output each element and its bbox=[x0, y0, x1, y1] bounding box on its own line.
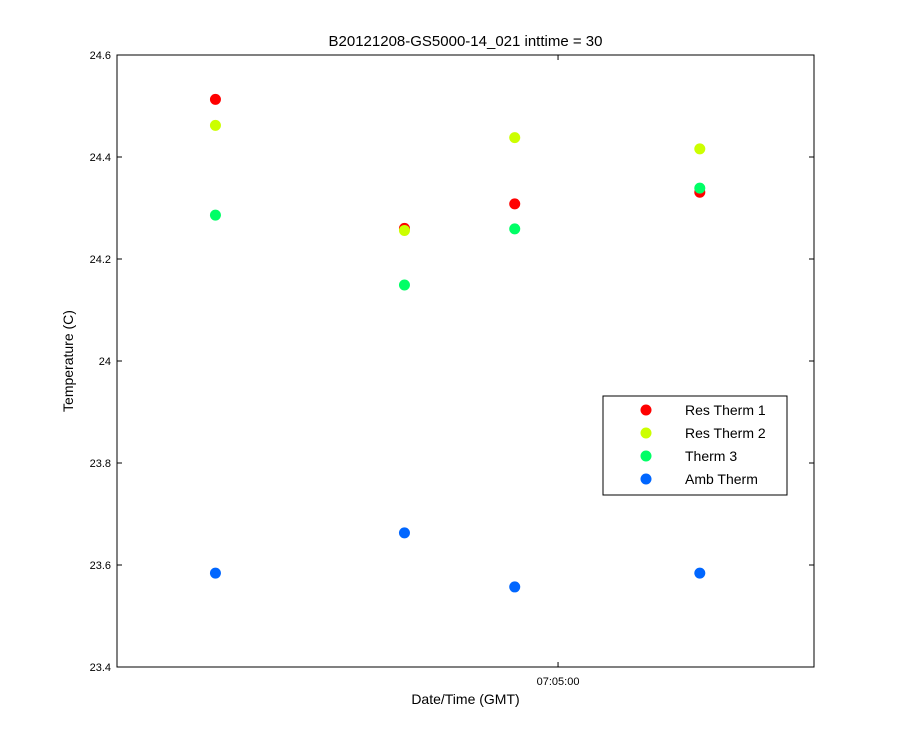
point-amb-therm bbox=[694, 567, 706, 579]
y-tick-label: 23.8 bbox=[90, 458, 111, 470]
chart-title: B20121208-GS5000-14_021 inttime = 30 bbox=[329, 33, 603, 50]
y-axis: 23.4 23.6 23.8 24 24.2 24.4 24.6 bbox=[90, 50, 814, 674]
data-points bbox=[209, 93, 706, 593]
y-tick-label: 24 bbox=[99, 356, 111, 368]
x-axis-label: Date/Time (GMT) bbox=[411, 691, 519, 707]
point-amb-therm bbox=[509, 581, 521, 593]
legend-entry-label: Res Therm 2 bbox=[685, 425, 766, 441]
legend-marker bbox=[640, 427, 652, 439]
point-amb-therm bbox=[209, 567, 221, 579]
point-res-therm-1 bbox=[509, 198, 521, 210]
point-res-therm-2 bbox=[398, 224, 410, 236]
legend-box bbox=[602, 395, 788, 496]
y-tick-label: 23.6 bbox=[90, 560, 111, 572]
point-therm-3 bbox=[509, 223, 521, 235]
legend-entry-label: Amb Therm bbox=[685, 471, 758, 487]
legend: Res Therm 1 Res Therm 2 Therm 3 Amb Therm bbox=[602, 395, 788, 496]
point-therm-3 bbox=[398, 279, 410, 291]
y-tick-label: 24.4 bbox=[90, 152, 111, 164]
point-res-therm-2 bbox=[694, 143, 706, 155]
point-res-therm-1 bbox=[209, 93, 221, 105]
x-tick-label: 07:05:00 bbox=[537, 676, 580, 688]
plot-area bbox=[116, 54, 815, 668]
point-res-therm-2 bbox=[509, 132, 521, 144]
legend-entry-label: Res Therm 1 bbox=[685, 402, 766, 418]
point-therm-3 bbox=[209, 209, 221, 221]
y-axis-label: Temperature (C) bbox=[60, 310, 76, 412]
legend-marker bbox=[640, 450, 652, 462]
legend-entry-label: Therm 3 bbox=[685, 448, 737, 464]
point-therm-3 bbox=[694, 182, 706, 194]
legend-marker bbox=[640, 404, 652, 416]
point-res-therm-2 bbox=[209, 119, 221, 131]
x-axis: 07:05:00 bbox=[537, 55, 580, 688]
y-tick-label: 24.2 bbox=[90, 254, 111, 266]
point-amb-therm bbox=[398, 527, 410, 539]
y-tick-label: 24.6 bbox=[90, 50, 111, 62]
y-tick-label: 23.4 bbox=[90, 662, 111, 674]
legend-marker bbox=[640, 473, 652, 485]
